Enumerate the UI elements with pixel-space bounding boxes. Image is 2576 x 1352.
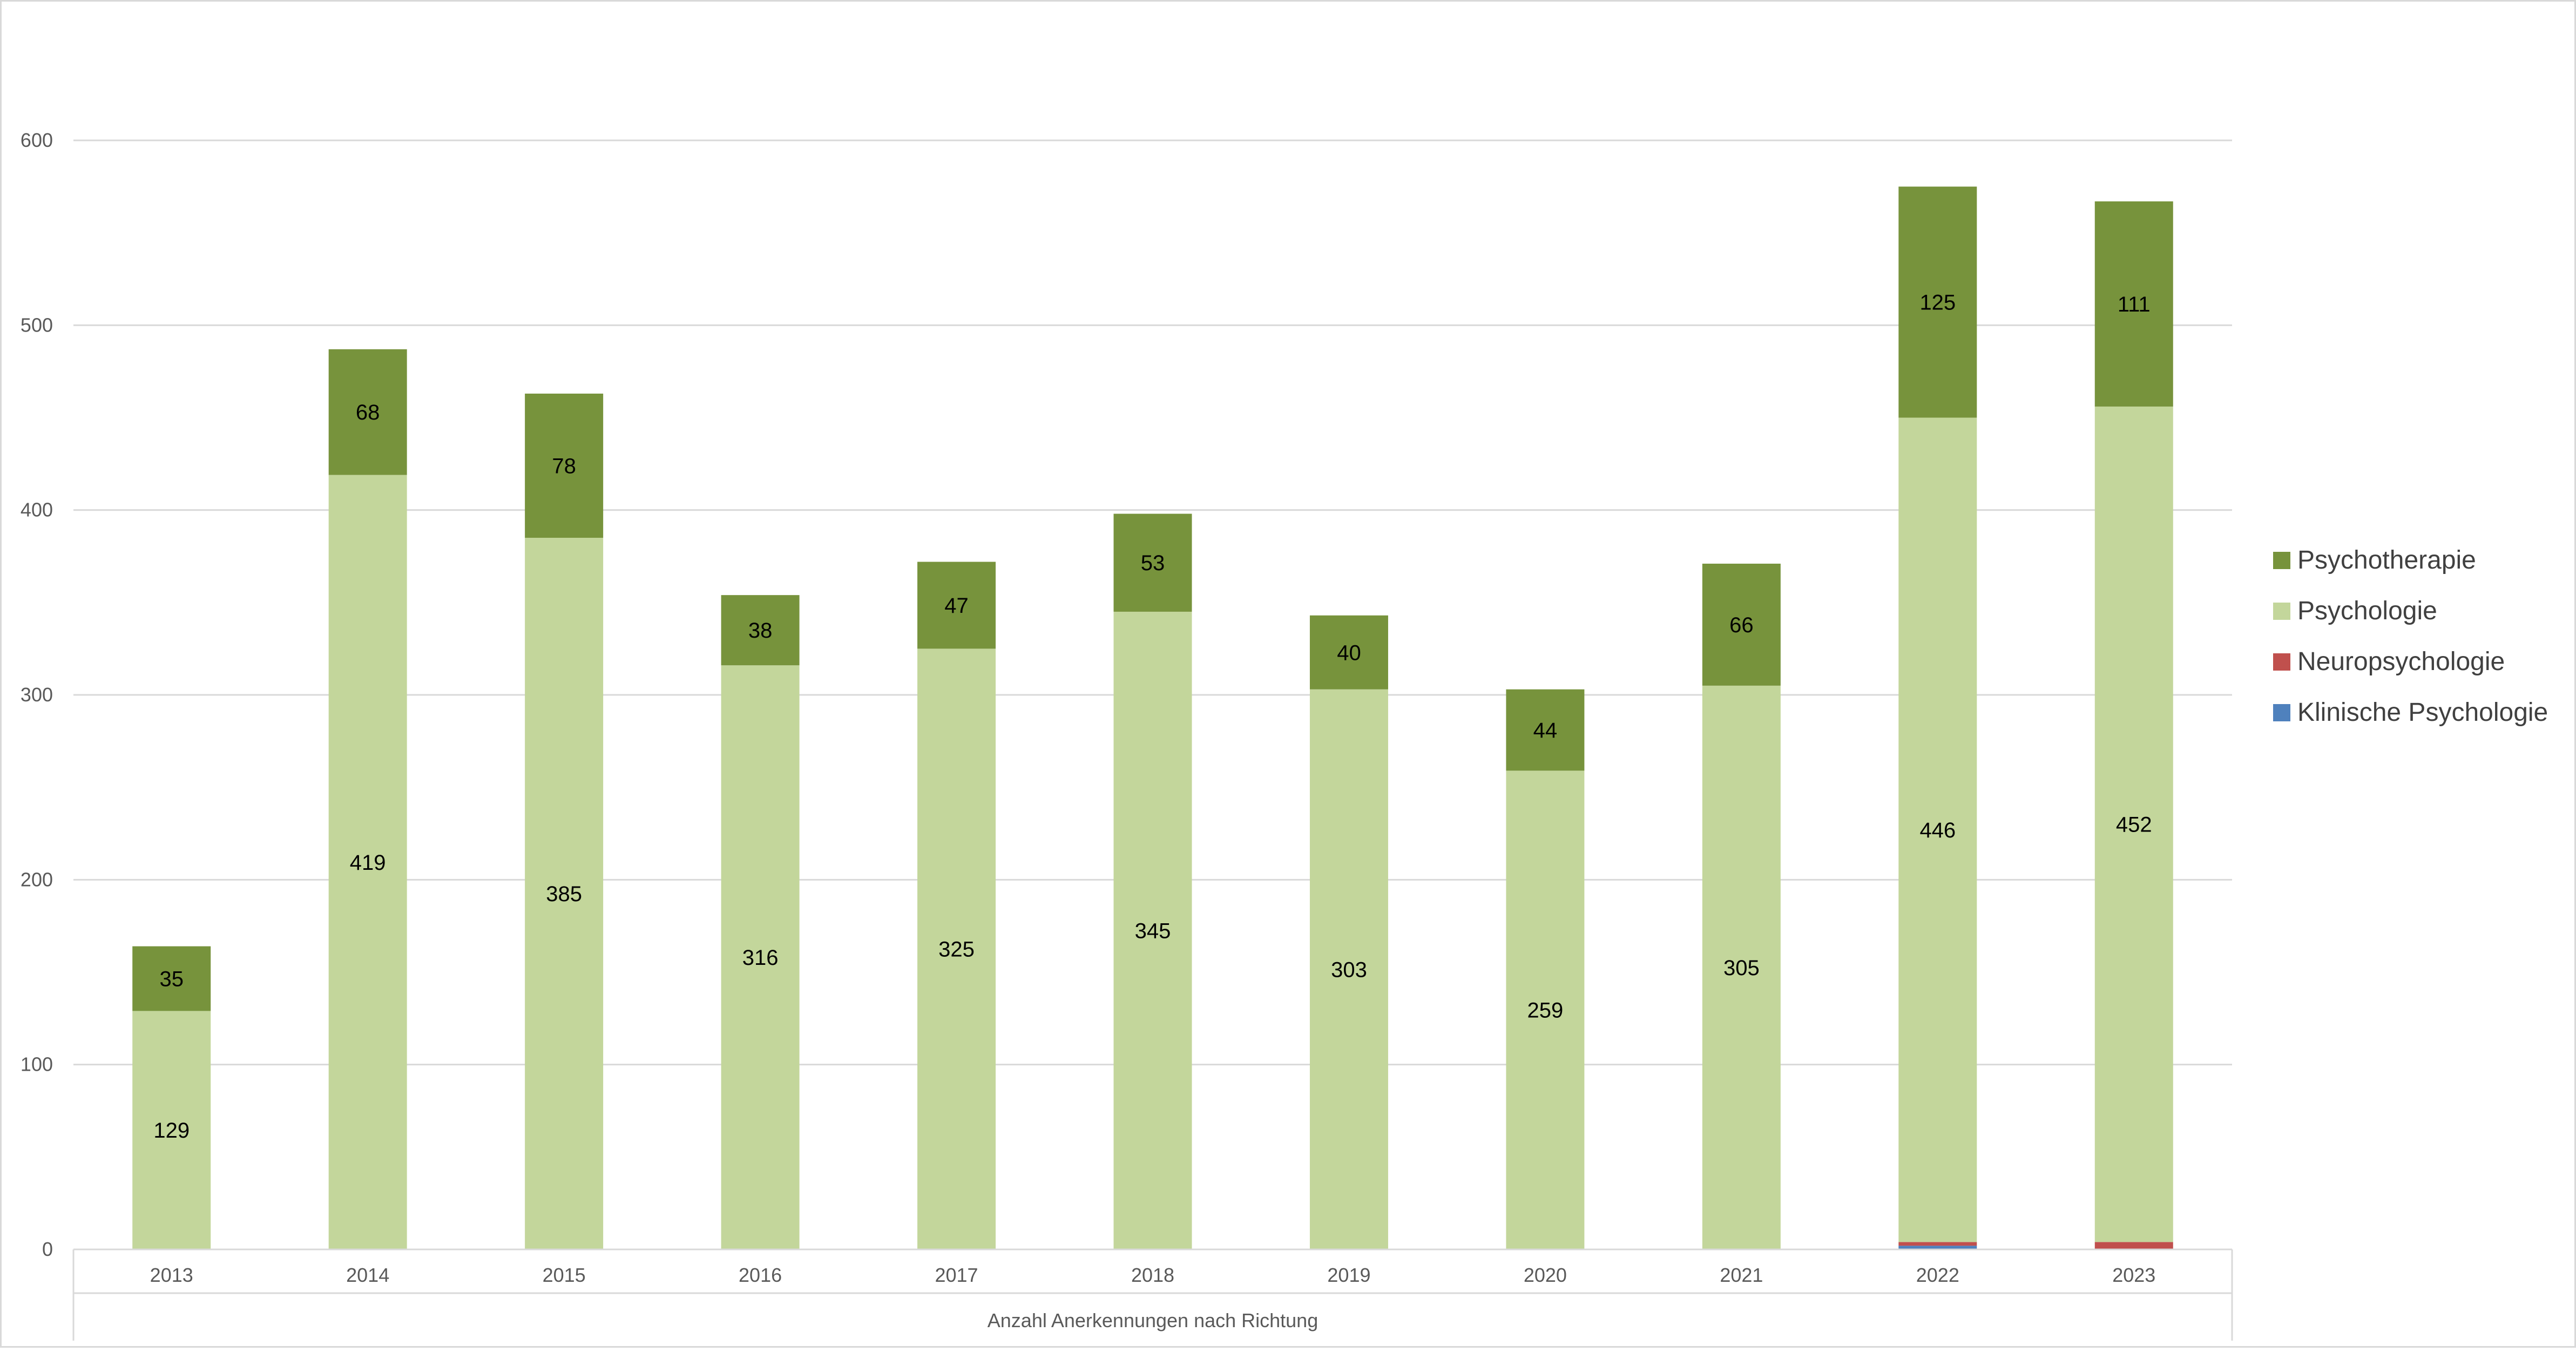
data-label: 303 [1331,958,1367,982]
y-tick-label: 400 [21,499,53,521]
data-labels: 129 35 419 68 385 78 316 38 325 47 345 53 303 40 259 44… [153,291,2152,1143]
bar-segment [2094,201,2173,407]
legend: Psychotherapie Psychologie Neuropsychologi… [2273,546,2548,727]
x-tick-label: 2018 [1131,1264,1174,1286]
bar-segment [1113,611,1192,1249]
data-label: 259 [1527,999,1564,1023]
x-tick-label: 2019 [1327,1264,1370,1286]
bar-segment [525,538,604,1250]
data-label: 35 [159,967,184,991]
bar-segment [328,349,407,475]
data-label: 53 [1141,551,1165,575]
x-tick-label: 2013 [150,1264,193,1286]
data-label: 125 [1919,291,1956,315]
data-label: 345 [1135,919,1171,943]
bar-segment [328,475,407,1250]
data-label: 316 [742,946,779,970]
data-label: 40 [1337,641,1361,665]
bar-segment [2094,406,2173,1242]
data-label: 38 [748,619,773,643]
x-axis-title: Anzahl Anerkennungen nach Richtung [988,1309,1318,1331]
data-label: 66 [1729,613,1754,637]
data-label: 385 [546,882,582,906]
bar-segment [1898,1246,1977,1249]
bar-segment [1702,563,1781,686]
bar-segment [1113,513,1192,612]
legend-label: Psychologie [2297,597,2437,625]
data-label: 111 [2118,293,2151,316]
x-tick-label: 2020 [1524,1264,1567,1286]
bar-segment [525,393,604,538]
y-tick-label: 600 [21,129,53,151]
legend-swatch [2273,603,2290,620]
data-label: 452 [2116,813,2152,837]
bar-segment [1506,689,1585,771]
x-tick-label: 2016 [739,1264,782,1286]
bar-segment [721,665,800,1249]
bar-segment [1506,770,1585,1249]
data-label: 446 [1919,819,1956,842]
bar-segment [1898,417,1977,1242]
legend-label: Psychotherapie [2297,546,2476,574]
bar-segment [721,595,800,666]
bars [132,186,2173,1250]
bar-segment [1309,615,1388,689]
data-label: 68 [356,401,380,424]
bar-segment [1898,1242,1977,1246]
y-tick-label: 200 [21,868,53,890]
legend-label: Neuropsychologie [2297,647,2505,676]
legend-swatch [2273,704,2290,721]
data-label: 78 [552,455,576,478]
bar-segment [1309,689,1388,1249]
y-tick-label: 300 [21,684,53,706]
y-tick-label: 100 [21,1053,53,1076]
data-label: 305 [1723,956,1760,980]
data-label: 325 [938,938,975,962]
legend-swatch [2273,552,2290,569]
bar-segment [1702,685,1781,1249]
bar-segment [917,648,996,1249]
x-tick-label: 2015 [543,1264,586,1286]
axes: Anzahl Anerkennungen nach Richtung 0 100 2… [21,129,2233,1341]
bar-segment [1898,186,1977,418]
legend-label: Klinische Psychologie [2297,698,2548,727]
bar-segment [132,1011,211,1249]
legend-swatch [2273,653,2290,671]
data-label: 129 [153,1119,190,1143]
bar-segment [132,946,211,1011]
bar-segment [2094,1242,2173,1249]
bar-segment [917,562,996,649]
data-label: 47 [944,594,969,618]
x-tick-label: 2022 [1916,1264,1959,1286]
data-label: 419 [350,851,386,875]
y-tick-label: 0 [42,1238,53,1260]
x-tick-label: 2017 [935,1264,978,1286]
x-tick-label: 2021 [1720,1264,1763,1286]
x-tick-label: 2023 [2112,1264,2155,1286]
y-tick-label: 500 [21,314,53,336]
x-tick-label: 2014 [346,1264,389,1286]
data-label: 44 [1533,719,1558,742]
